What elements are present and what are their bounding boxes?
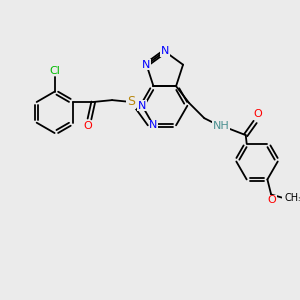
Text: N: N <box>149 120 158 130</box>
Text: N: N <box>160 46 169 56</box>
Text: S: S <box>127 95 135 109</box>
Text: O: O <box>254 110 262 119</box>
Text: NH: NH <box>213 121 230 131</box>
Text: CH₃: CH₃ <box>285 193 300 203</box>
Text: Cl: Cl <box>49 66 60 76</box>
Text: O: O <box>83 122 92 131</box>
Text: N: N <box>142 60 151 70</box>
Text: O: O <box>268 195 277 205</box>
Text: N: N <box>138 101 146 111</box>
